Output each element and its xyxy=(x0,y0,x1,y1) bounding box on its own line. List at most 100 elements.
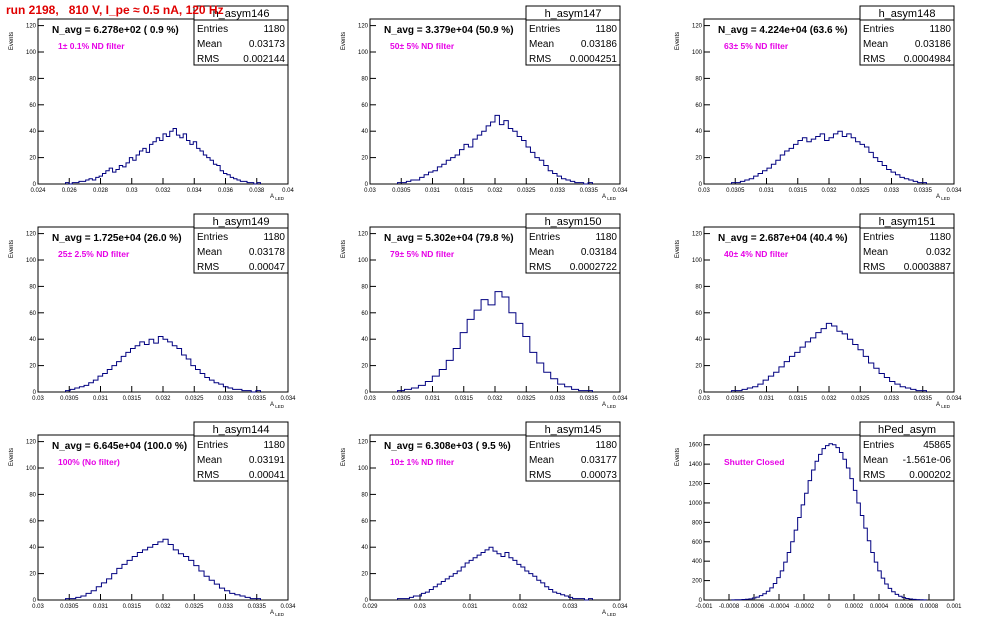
x-tick-label: 0.032 xyxy=(487,188,503,194)
y-tick-label: 80 xyxy=(695,284,702,290)
stats-box xyxy=(193,19,289,66)
y-tick-label: 0 xyxy=(33,182,37,188)
run-title: run 2198, 810 V, I_pe ≈ 0.5 nA, 120 Hz xyxy=(6,3,224,17)
stats-label-mean: Mean xyxy=(197,39,222,50)
y-axis-label: Events xyxy=(9,240,15,258)
y-axis-label: Events xyxy=(675,448,681,466)
x-tick-label: 0.033 xyxy=(550,396,566,402)
navg-label: N_avg = 3.379e+04 (50.9 %) xyxy=(384,25,514,36)
y-tick-label: 60 xyxy=(29,103,36,109)
x-tick-label: 0.03 xyxy=(698,188,710,194)
y-tick-label: 0 xyxy=(33,390,37,396)
x-tick-label: 0.0008 xyxy=(920,604,939,610)
y-tick-label: 40 xyxy=(361,129,368,135)
x-tick-label: 0.0335 xyxy=(580,188,599,194)
y-tick-label: 60 xyxy=(695,103,702,109)
x-tick-label: 0.0325 xyxy=(517,188,536,194)
x-tick-label: 0.0305 xyxy=(726,396,745,402)
y-tick-label: 100 xyxy=(692,50,703,56)
x-tick-label: 0 xyxy=(827,604,831,610)
x-tick-label: 0.03 xyxy=(698,396,710,402)
stats-value-entries: 45865 xyxy=(923,440,951,451)
x-tick-label: 0.001 xyxy=(946,604,962,610)
stats-value-mean: 0.03178 xyxy=(249,247,286,258)
x-tick-label: 0.033 xyxy=(218,396,234,402)
x-tick-label: 0.029 xyxy=(362,604,378,610)
stats-label-rms: RMS xyxy=(529,54,552,65)
stats-label-rms: RMS xyxy=(197,54,220,65)
y-tick-label: 80 xyxy=(29,284,36,290)
x-tick-label: 0.031 xyxy=(93,396,109,402)
x-tick-label: 0.0305 xyxy=(726,188,745,194)
y-axis-label: Events xyxy=(9,32,15,50)
x-tick-label: 0.032 xyxy=(821,396,837,402)
stats-label-mean: Mean xyxy=(863,247,888,258)
y-tick-label: 400 xyxy=(692,559,703,565)
histogram-series xyxy=(397,291,593,392)
histogram-name: h_asym150 xyxy=(545,216,602,228)
x-tick-label: 0.03 xyxy=(32,604,44,610)
x-tick-label: 0.036 xyxy=(218,188,234,194)
x-tick-label: 0.04 xyxy=(282,188,294,194)
stats-label-entries: Entries xyxy=(197,232,228,243)
y-tick-label: 0 xyxy=(365,390,369,396)
stats-label-entries: Entries xyxy=(529,232,560,243)
x-tick-label: 0.03 xyxy=(364,396,376,402)
x-tick-label: 0.034 xyxy=(612,604,628,610)
histogram-panel-h_asym144: 0 20 40 60 80 100 120 0.03 0.0305 0.031 0.0315 0.03… xyxy=(9,421,296,617)
stats-box xyxy=(525,435,621,482)
y-tick-label: 40 xyxy=(29,129,36,135)
histogram-name: h_asym148 xyxy=(879,8,936,20)
stats-value-mean: 0.03186 xyxy=(915,39,952,50)
y-axis-label: Events xyxy=(9,448,15,466)
x-tick-label: 0.0305 xyxy=(392,188,411,194)
x-tick-label: 0.032 xyxy=(155,188,171,194)
x-axis-label: A LED xyxy=(270,194,285,201)
x-tick-label: 0.03 xyxy=(364,188,376,194)
x-tick-label: 0.0315 xyxy=(455,396,474,402)
navg-label: N_avg = 4.224e+04 (63.6 %) xyxy=(718,25,848,36)
y-tick-label: 100 xyxy=(358,466,369,472)
y-axis-label: Events xyxy=(341,240,347,258)
stats-label-entries: Entries xyxy=(197,24,228,35)
histogram-name: h_asym151 xyxy=(879,216,936,228)
filter-label: 100% (No filter) xyxy=(58,457,120,467)
y-axis-label: Events xyxy=(675,32,681,50)
x-tick-label: 0.0315 xyxy=(455,188,474,194)
y-tick-label: 60 xyxy=(695,311,702,317)
stats-value-rms: 0.00073 xyxy=(581,470,618,481)
x-tick-label: 0.0305 xyxy=(392,396,411,402)
histogram-series xyxy=(731,443,927,601)
stats-label-entries: Entries xyxy=(197,440,228,451)
y-tick-label: 20 xyxy=(361,364,368,370)
stats-value-mean: 0.03191 xyxy=(249,455,286,466)
y-tick-label: 1200 xyxy=(689,482,703,488)
stats-box xyxy=(193,227,289,274)
x-axis-label: A LED xyxy=(602,194,617,201)
histogram-name: h_asym147 xyxy=(545,8,602,20)
stats-box xyxy=(193,435,289,482)
y-tick-label: 0 xyxy=(365,182,369,188)
histogram-panel-hPed_asym: 0 200 400 600 800 1000 1200 1400 1600 -0.001 -0.00… xyxy=(675,421,962,610)
x-tick-label: 0.031 xyxy=(759,188,775,194)
y-tick-label: 80 xyxy=(361,284,368,290)
x-tick-label: -0.0006 xyxy=(744,604,765,610)
y-tick-label: 20 xyxy=(695,364,702,370)
stats-value-entries: 1180 xyxy=(595,440,617,451)
stats-value-mean: 0.03186 xyxy=(581,39,618,50)
y-tick-label: 20 xyxy=(361,572,368,578)
stats-box xyxy=(859,19,955,66)
x-tick-label: 0.0305 xyxy=(60,604,79,610)
y-tick-label: 40 xyxy=(29,337,36,343)
stats-label-entries: Entries xyxy=(863,24,894,35)
y-tick-label: 800 xyxy=(692,520,703,526)
y-tick-label: 120 xyxy=(692,24,703,30)
y-tick-label: 20 xyxy=(695,156,702,162)
y-tick-label: 60 xyxy=(29,519,36,525)
x-tick-label: 0.034 xyxy=(280,604,296,610)
histogram-panel-h_asym150: 0 20 40 60 80 100 120 0.03 0.0305 0.031 0.0315 0.03… xyxy=(341,213,628,409)
x-tick-label: 0.024 xyxy=(30,188,46,194)
stats-label-mean: Mean xyxy=(197,247,222,258)
x-tick-label: 0.0006 xyxy=(895,604,914,610)
stats-value-rms: 0.0004251 xyxy=(570,54,618,65)
